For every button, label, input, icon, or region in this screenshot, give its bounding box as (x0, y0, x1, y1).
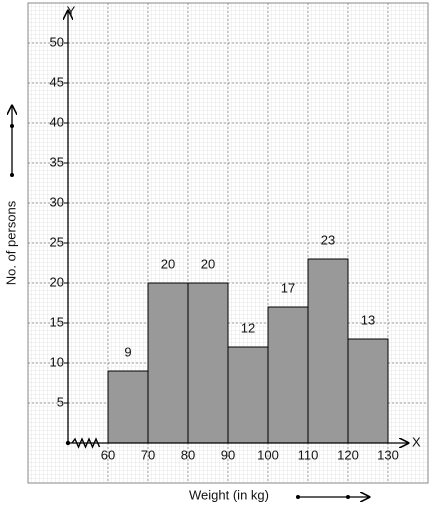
x-tick-label: 60 (101, 447, 115, 462)
data-label: 9 (124, 344, 131, 359)
y-tick-label: 25 (50, 234, 64, 249)
y-tick-label: 15 (50, 314, 64, 329)
y-tick-label: 10 (50, 354, 64, 369)
origin (65, 440, 71, 446)
x-axis-name: X (412, 434, 421, 449)
bar (307, 258, 349, 444)
bar (347, 338, 389, 444)
x-tick-label: 70 (141, 447, 155, 462)
y-tick-label: 45 (50, 74, 64, 89)
x-tick-label: 90 (221, 447, 235, 462)
y-axis-label: No. of persons (3, 200, 18, 285)
data-label: 23 (321, 232, 335, 247)
y-tick-label: 40 (50, 114, 64, 129)
y-tick-label: 30 (50, 194, 64, 209)
data-label: 17 (281, 280, 295, 295)
decor-dot (10, 124, 14, 128)
y-tick-label: 5 (57, 394, 64, 409)
x-axis-label: Weight (in kg) (189, 487, 269, 502)
decor-dot (10, 173, 14, 177)
y-axis-name: Y (67, 3, 76, 18)
x-tick-label: 80 (181, 447, 195, 462)
data-label: 12 (241, 320, 255, 335)
x-tick-label: 110 (298, 447, 319, 462)
x-tick-label: 130 (377, 447, 399, 462)
bar (147, 282, 189, 444)
bar (187, 282, 229, 444)
decor-dot (346, 495, 350, 499)
bar (107, 370, 149, 444)
x-tick-label: 120 (337, 447, 359, 462)
x-tick-label: 100 (257, 447, 279, 462)
decor-dot (296, 495, 300, 499)
data-label: 13 (361, 312, 375, 327)
bar (267, 306, 309, 444)
y-tick-label: 20 (50, 274, 64, 289)
axis-break (71, 437, 101, 449)
data-label: 20 (161, 256, 175, 271)
y-tick-label: 35 (50, 154, 64, 169)
data-label: 20 (201, 256, 215, 271)
y-tick-label: 50 (50, 34, 64, 49)
bar (227, 346, 269, 444)
